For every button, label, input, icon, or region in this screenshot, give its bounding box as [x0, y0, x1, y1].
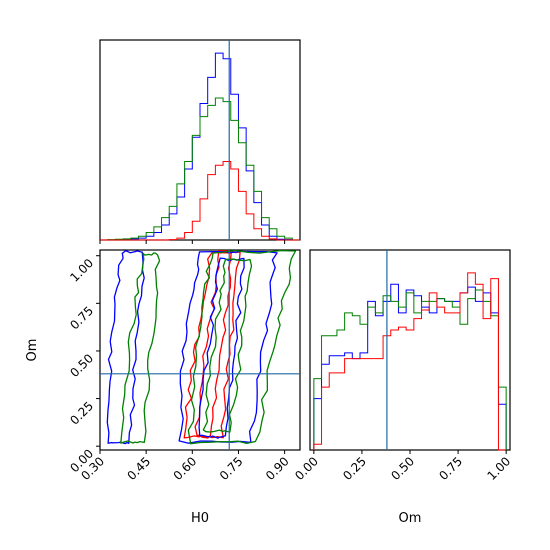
hist-Om-series-0-step: [313, 283, 507, 450]
x-axis-label-Om: Om: [399, 511, 422, 526]
x-axis-label-H0: H0: [191, 511, 209, 526]
contour-ytick-label-2: 0.50: [67, 351, 96, 380]
hist-Om-frame: [309, 249, 511, 451]
contour-series-0-region-1: [194, 250, 241, 439]
hist-Om-tick-label-0: 0.00: [292, 454, 321, 483]
hist-H0-series-1-step: [100, 97, 300, 241]
contour-ytick-label-3: 0.75: [67, 304, 96, 333]
panel-hist-H0: [99, 39, 301, 244]
hist-Om-tick-label-2: 0.50: [388, 454, 417, 483]
contour-series-2-region-0: [120, 252, 161, 444]
hist-H0-series-2-step: [100, 161, 300, 241]
contour-ytick-label-1: 0.25: [67, 399, 96, 428]
contour-ytick-label-4: 1.00: [67, 256, 96, 285]
y-axis-label-Om: Om: [25, 339, 40, 362]
contour-series-2-region-2: [202, 258, 253, 433]
hist-Om-tick-label-4: 1.00: [484, 454, 513, 483]
contour-series-1-region-0: [106, 250, 145, 445]
contour-frame: [99, 249, 301, 451]
contour-xtick-label-4: 0.90: [263, 454, 292, 483]
contour-xtick-label-3: 0.75: [217, 454, 246, 483]
hist-Om-tick-label-3: 0.75: [436, 454, 465, 483]
hist-Om-series-2-step: [313, 272, 507, 451]
contour-xtick-label-1: 0.45: [124, 454, 153, 483]
contour-series-1-region-1: [178, 250, 278, 444]
contour-series-2-region-1: [187, 250, 297, 445]
hist-Om-series-1-step: [313, 289, 507, 450]
panel-contour-H0-Om: 0.30 0.45 0.60 0.75 0.90 0.000.250.500.751.0…: [67, 249, 301, 483]
hist-H0-frame: [99, 39, 301, 241]
contour-xtick-label-2: 0.60: [171, 454, 200, 483]
panel-hist-Om: 0.00 0.25 0.50 0.75 1.00: [292, 249, 513, 483]
hist-Om-tick-label-1: 0.25: [340, 454, 369, 483]
contour-series-1-region-2: [198, 257, 245, 439]
